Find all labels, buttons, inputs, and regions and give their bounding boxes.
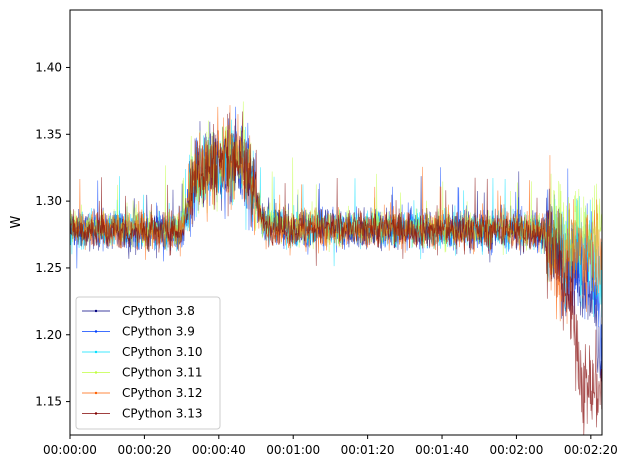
x-tick-label-5: 00:01:40 bbox=[415, 443, 469, 457]
y-axis: 1.15 1.20 1.25 1.30 1.35 1.40 bbox=[35, 60, 70, 409]
y-tick-label-0: 1.15 bbox=[35, 395, 62, 409]
y-axis-label: W bbox=[9, 215, 24, 228]
x-axis: 00:00:00 00:00:20 00:00:40 00:01:00 00:01:20… bbox=[43, 435, 618, 457]
legend-label-5: CPython 3.13 bbox=[122, 407, 203, 421]
legend-label-1: CPython 3.9 bbox=[122, 325, 195, 339]
legend-marker-1 bbox=[94, 330, 98, 333]
legend-marker-0 bbox=[94, 309, 98, 313]
series-line-5 bbox=[70, 111, 602, 435]
legend-label-2: CPython 3.10 bbox=[122, 345, 203, 359]
legend-label-0: CPython 3.8 bbox=[122, 304, 195, 318]
legend: CPython 3.8 CPython 3.9 CPython 3.10 CPytho… bbox=[75, 296, 221, 430]
legend-marker-2 bbox=[94, 350, 98, 354]
y-tick-label-4: 1.35 bbox=[35, 127, 62, 141]
y-tick-label-5: 1.40 bbox=[35, 60, 62, 74]
legend-marker-5 bbox=[94, 412, 98, 415]
legend-marker-4 bbox=[94, 391, 98, 395]
y-tick-label-1: 1.20 bbox=[35, 328, 62, 342]
plot-frame bbox=[69, 9, 603, 436]
x-tick-label-6: 00:02:00 bbox=[489, 443, 543, 457]
x-tick-label-1: 00:00:20 bbox=[117, 443, 171, 457]
x-tick-label-0: 00:00:00 bbox=[43, 443, 97, 457]
legend-frame bbox=[75, 296, 221, 430]
legend-label-3: CPython 3.11 bbox=[122, 366, 203, 380]
x-tick-label-3: 00:01:00 bbox=[266, 443, 320, 457]
series-layer bbox=[70, 101, 602, 435]
series-line-3 bbox=[70, 101, 602, 291]
y-tick-label-2: 1.25 bbox=[35, 261, 62, 275]
legend-label-4: CPython 3.12 bbox=[122, 386, 203, 400]
x-tick-label-4: 00:01:20 bbox=[341, 443, 395, 457]
x-tick-label-7: 00:02:20 bbox=[564, 443, 618, 457]
y-tick-label-3: 1.30 bbox=[35, 194, 62, 208]
legend-marker-3 bbox=[94, 371, 98, 374]
x-tick-label-2: 00:00:40 bbox=[192, 443, 246, 457]
